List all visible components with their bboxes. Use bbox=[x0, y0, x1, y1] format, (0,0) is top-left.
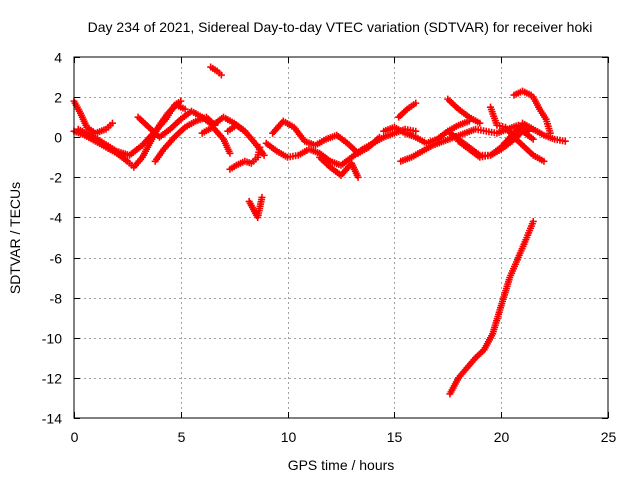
series-track-w bbox=[529, 93, 554, 137]
series-track-l bbox=[269, 117, 383, 157]
y-tick-label: 0 bbox=[54, 130, 62, 146]
y-tick-label: -4 bbox=[50, 210, 63, 226]
data-point bbox=[226, 149, 234, 157]
y-tick-label: -2 bbox=[50, 170, 63, 186]
data-point bbox=[476, 119, 484, 127]
series-track-g bbox=[207, 63, 225, 79]
data-point bbox=[258, 193, 266, 201]
data-points bbox=[70, 63, 569, 398]
data-point bbox=[375, 133, 383, 141]
y-tick-label: -12 bbox=[42, 371, 62, 387]
series-track-h bbox=[226, 143, 264, 173]
data-point bbox=[529, 217, 537, 225]
chart-title: Day 234 of 2021, Sidereal Day-to-day VTE… bbox=[88, 19, 593, 35]
series-track-m bbox=[316, 153, 362, 181]
series-track-a bbox=[70, 97, 116, 137]
series-track-i bbox=[224, 121, 268, 159]
x-axis-label: GPS time / hours bbox=[288, 457, 395, 473]
x-tick-label: 0 bbox=[71, 429, 79, 445]
data-point bbox=[108, 119, 116, 127]
series-track-v bbox=[519, 119, 569, 145]
y-tick-label: -8 bbox=[50, 291, 63, 307]
data-point bbox=[412, 99, 420, 107]
x-tick-label: 20 bbox=[494, 429, 510, 445]
data-point bbox=[177, 97, 185, 105]
series-track-t bbox=[487, 103, 548, 165]
series-track-e bbox=[151, 113, 219, 165]
data-point bbox=[546, 129, 554, 137]
series-track-q bbox=[444, 95, 484, 127]
series-track-c bbox=[74, 97, 185, 159]
y-tick-label: 4 bbox=[54, 50, 62, 66]
y-tick-label: -14 bbox=[42, 411, 62, 427]
x-tick-label: 25 bbox=[601, 429, 617, 445]
series-track-f bbox=[198, 123, 234, 157]
series-track-u bbox=[510, 87, 535, 99]
data-point bbox=[354, 173, 362, 181]
y-tick-label: -6 bbox=[50, 251, 63, 267]
data-point bbox=[260, 151, 268, 159]
y-tick-label: 2 bbox=[54, 90, 62, 106]
data-point bbox=[540, 157, 548, 165]
plot-frame bbox=[73, 56, 609, 419]
data-point bbox=[529, 135, 537, 143]
x-tick-label: 5 bbox=[178, 429, 186, 445]
data-point bbox=[412, 127, 420, 135]
series-track-o bbox=[395, 99, 420, 121]
y-axis-label: SDTVAR / TECUs bbox=[7, 182, 23, 294]
series-track-s bbox=[454, 127, 537, 161]
data-point bbox=[561, 137, 569, 145]
series-track-j bbox=[245, 193, 266, 221]
x-tick-label: 15 bbox=[387, 429, 403, 445]
data-point bbox=[181, 105, 189, 113]
data-point bbox=[217, 71, 225, 79]
x-tick-label: 10 bbox=[281, 429, 297, 445]
series-track-x bbox=[446, 217, 537, 398]
y-tick-label: -10 bbox=[42, 331, 62, 347]
